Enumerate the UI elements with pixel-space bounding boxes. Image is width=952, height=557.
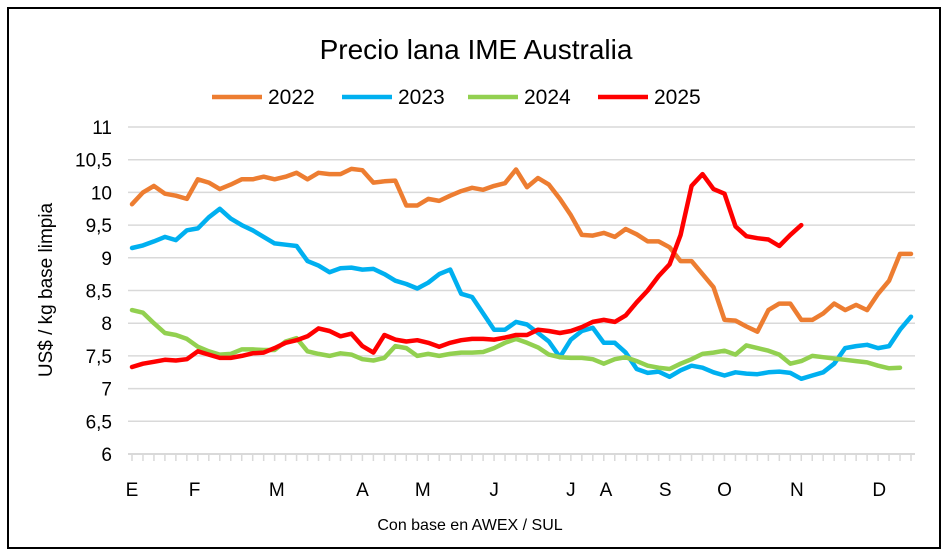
x-month-label: J (489, 480, 499, 501)
x-month-label: A (356, 480, 369, 501)
y-tick-label: 6,5 (86, 412, 112, 433)
x-month-label: S (659, 480, 672, 501)
x-month-label: F (189, 480, 201, 501)
x-month-label: N (790, 480, 804, 501)
x-month-label: O (717, 480, 732, 501)
y-tick-label: 9,5 (86, 216, 112, 237)
chart-title: Precio lana IME Australia (320, 34, 633, 65)
x-month-label: M (415, 480, 431, 501)
y-tick-label: 10,5 (75, 151, 112, 172)
y-axis-ticks: 6 6,5 7 7,5 8 8,5 9 9,5 10 10,5 11 (75, 118, 112, 466)
x-axis-label: Con base en AWEX / SUL (377, 517, 562, 534)
y-axis-label: US$ / kg base limpia (36, 202, 57, 377)
x-month-label: D (872, 480, 886, 501)
x-month-label: E (126, 480, 139, 501)
y-tick-label: 9 (101, 249, 112, 270)
legend-label: 2023 (398, 86, 445, 109)
series-lines (129, 166, 914, 382)
chart-frame (7, 7, 941, 549)
x-month-label: A (600, 480, 613, 501)
x-month-label: M (269, 480, 285, 501)
y-tick-label: 11 (92, 118, 112, 139)
y-tick-label: 6 (101, 445, 112, 466)
series-line-2022 (129, 166, 914, 334)
y-tick-label: 8,5 (86, 282, 112, 303)
legend-label: 2022 (268, 86, 315, 109)
series-line-2025 (129, 171, 804, 370)
x-month-label: J (566, 480, 576, 501)
y-tick-label: 7 (101, 380, 112, 401)
y-tick-label: 8 (101, 314, 112, 335)
y-tick-label: 7,5 (86, 347, 112, 368)
legend-label: 2024 (524, 86, 571, 109)
legend-label: 2025 (654, 86, 701, 109)
y-tick-label: 10 (91, 183, 112, 204)
series-line-2024 (129, 307, 903, 372)
series-line-2023 (129, 206, 914, 382)
legend: 2022 2023 2024 2025 (212, 86, 701, 109)
